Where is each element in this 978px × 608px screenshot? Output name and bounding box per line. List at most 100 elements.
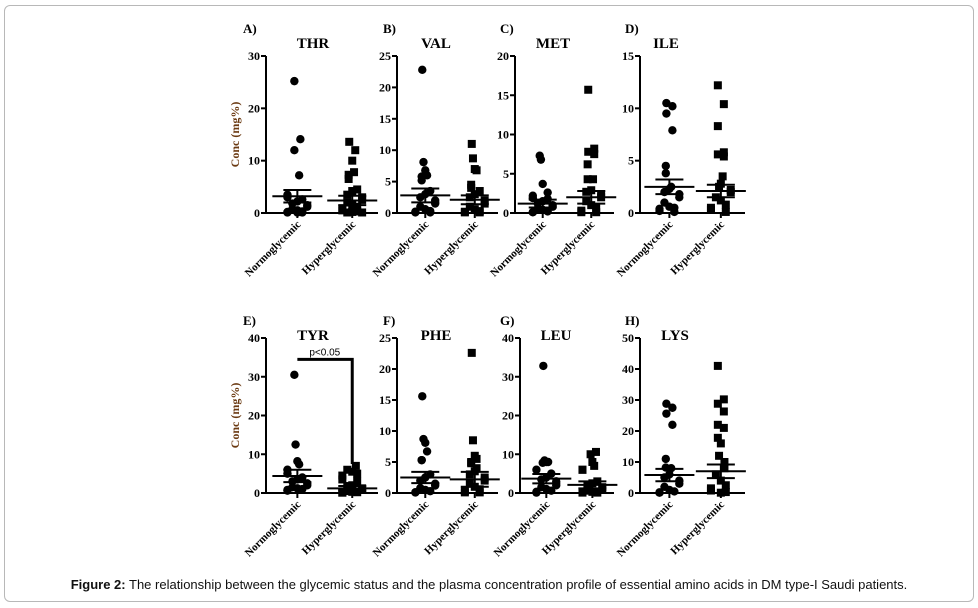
x-tick-label: Normoglycemic bbox=[371, 219, 432, 280]
data-point-square bbox=[583, 486, 592, 495]
x-tick-label: Hyperglycemic bbox=[300, 499, 359, 558]
y-tick-label: 10 bbox=[622, 101, 634, 115]
data-point-square bbox=[353, 469, 362, 478]
data-point-square bbox=[713, 433, 722, 442]
y-tick-label: 0 bbox=[254, 206, 260, 220]
panel-letter: A) bbox=[243, 21, 257, 36]
data-point-square bbox=[460, 488, 469, 497]
panel-lys: H) LYS 0 10 20 30 40 50 NormoglycemicHyperglycem… bbox=[615, 313, 746, 559]
data-point-square bbox=[343, 190, 352, 199]
data-point-square bbox=[338, 475, 347, 484]
y-tick-label: 5 bbox=[385, 455, 391, 469]
y-tick-label: 20 bbox=[379, 362, 391, 376]
panel-title: LEU bbox=[541, 328, 572, 344]
caption-text: The relationship between the glycemic st… bbox=[125, 577, 908, 592]
data-point-square bbox=[468, 436, 477, 445]
data-point-square bbox=[467, 183, 476, 192]
data-point-circle bbox=[418, 392, 427, 401]
data-point-circle bbox=[290, 76, 299, 86]
data-point-circle bbox=[416, 193, 425, 202]
caption-label: Figure 2: bbox=[70, 577, 126, 592]
significance-bracket bbox=[297, 357, 354, 464]
y-tick-label: 20 bbox=[379, 80, 391, 94]
data-point-square bbox=[706, 486, 715, 495]
y-tick-label: 0 bbox=[628, 486, 634, 500]
data-point-square bbox=[350, 168, 359, 177]
data-point-square bbox=[706, 205, 715, 214]
y-tick-label: 0 bbox=[503, 206, 509, 220]
data-point-circle bbox=[417, 455, 426, 465]
data-point-square bbox=[721, 488, 730, 497]
x-tick-label: Hyperglycemic bbox=[668, 499, 727, 558]
panel-letter: F) bbox=[383, 313, 395, 328]
data-point-square bbox=[588, 487, 597, 496]
y-tick-label: 40 bbox=[248, 331, 260, 345]
data-point-square bbox=[719, 395, 728, 404]
data-point-circle bbox=[294, 460, 304, 469]
data-point-square bbox=[713, 361, 722, 370]
data-point-square bbox=[465, 470, 474, 479]
data-point-square bbox=[713, 122, 722, 131]
data-point-square bbox=[721, 200, 730, 209]
y-tick-label: 10 bbox=[379, 143, 391, 157]
panel-letter: C) bbox=[500, 21, 514, 36]
panel-tyr: E) TYR 0 10 20 30 40 Conc (mg%) NormoglycemicHyp… bbox=[228, 313, 378, 559]
data-point-circle bbox=[661, 454, 670, 464]
data-point-square bbox=[358, 208, 367, 217]
data-point-circle bbox=[426, 486, 435, 496]
panel-title: THR bbox=[297, 36, 330, 52]
y-tick-label: 20 bbox=[622, 424, 634, 438]
y-tick-label: 30 bbox=[622, 393, 634, 407]
y-tick-label: 0 bbox=[385, 486, 391, 500]
data-point-square bbox=[715, 182, 724, 191]
data-point-square bbox=[475, 208, 484, 217]
data-point-circle bbox=[291, 440, 300, 449]
y-tick-label: 30 bbox=[502, 370, 514, 384]
y-axis-label: Conc (mg%) bbox=[228, 383, 242, 449]
x-tick-label: Normoglycemic bbox=[615, 499, 676, 560]
data-point-square bbox=[475, 187, 484, 196]
x-tick-label: Normoglycemic bbox=[371, 499, 432, 560]
panel-phe: F)PHE0510152025NormoglycemicHyperglycemi… bbox=[371, 313, 500, 559]
y-tick-label: 30 bbox=[248, 49, 260, 63]
data-point-square bbox=[719, 148, 728, 157]
data-point-square bbox=[721, 207, 730, 216]
data-point-square bbox=[353, 185, 362, 194]
figure-caption: Figure 2: The relationship between the g… bbox=[0, 577, 978, 592]
data-point-square bbox=[586, 450, 595, 459]
y-tick-label: 10 bbox=[248, 154, 260, 168]
data-point-square bbox=[713, 150, 722, 159]
data-point-circle bbox=[662, 399, 671, 408]
y-tick-label: 20 bbox=[497, 49, 509, 63]
data-point-square bbox=[711, 470, 720, 479]
data-point-square bbox=[465, 202, 474, 211]
data-point-square bbox=[338, 488, 347, 497]
data-point-square bbox=[721, 481, 730, 490]
data-point-circle bbox=[411, 208, 420, 217]
data-point-circle bbox=[655, 206, 664, 216]
data-point-circle bbox=[532, 465, 541, 474]
y-tick-label: 0 bbox=[508, 486, 514, 500]
panel-title: MET bbox=[536, 36, 570, 52]
y-tick-label: 30 bbox=[248, 370, 260, 384]
data-point-square bbox=[480, 476, 489, 485]
y-tick-label: 10 bbox=[248, 447, 260, 461]
y-tick-label: 40 bbox=[622, 362, 634, 376]
data-point-square bbox=[719, 100, 728, 109]
data-point-square bbox=[583, 175, 592, 184]
data-point-circle bbox=[547, 486, 556, 495]
data-point-square bbox=[583, 160, 592, 169]
panel-title: LYS bbox=[661, 328, 689, 344]
data-point-circle bbox=[528, 208, 538, 217]
data-point-square bbox=[591, 447, 600, 456]
data-point-circle bbox=[661, 169, 670, 178]
data-point-square bbox=[338, 206, 347, 215]
data-point-square bbox=[720, 458, 729, 466]
data-point-circle bbox=[539, 361, 548, 371]
panel-title: TYR bbox=[297, 328, 329, 344]
data-point-square bbox=[351, 461, 360, 470]
data-point-square bbox=[460, 208, 469, 217]
data-point-square bbox=[472, 166, 481, 175]
data-point-square bbox=[345, 137, 354, 146]
